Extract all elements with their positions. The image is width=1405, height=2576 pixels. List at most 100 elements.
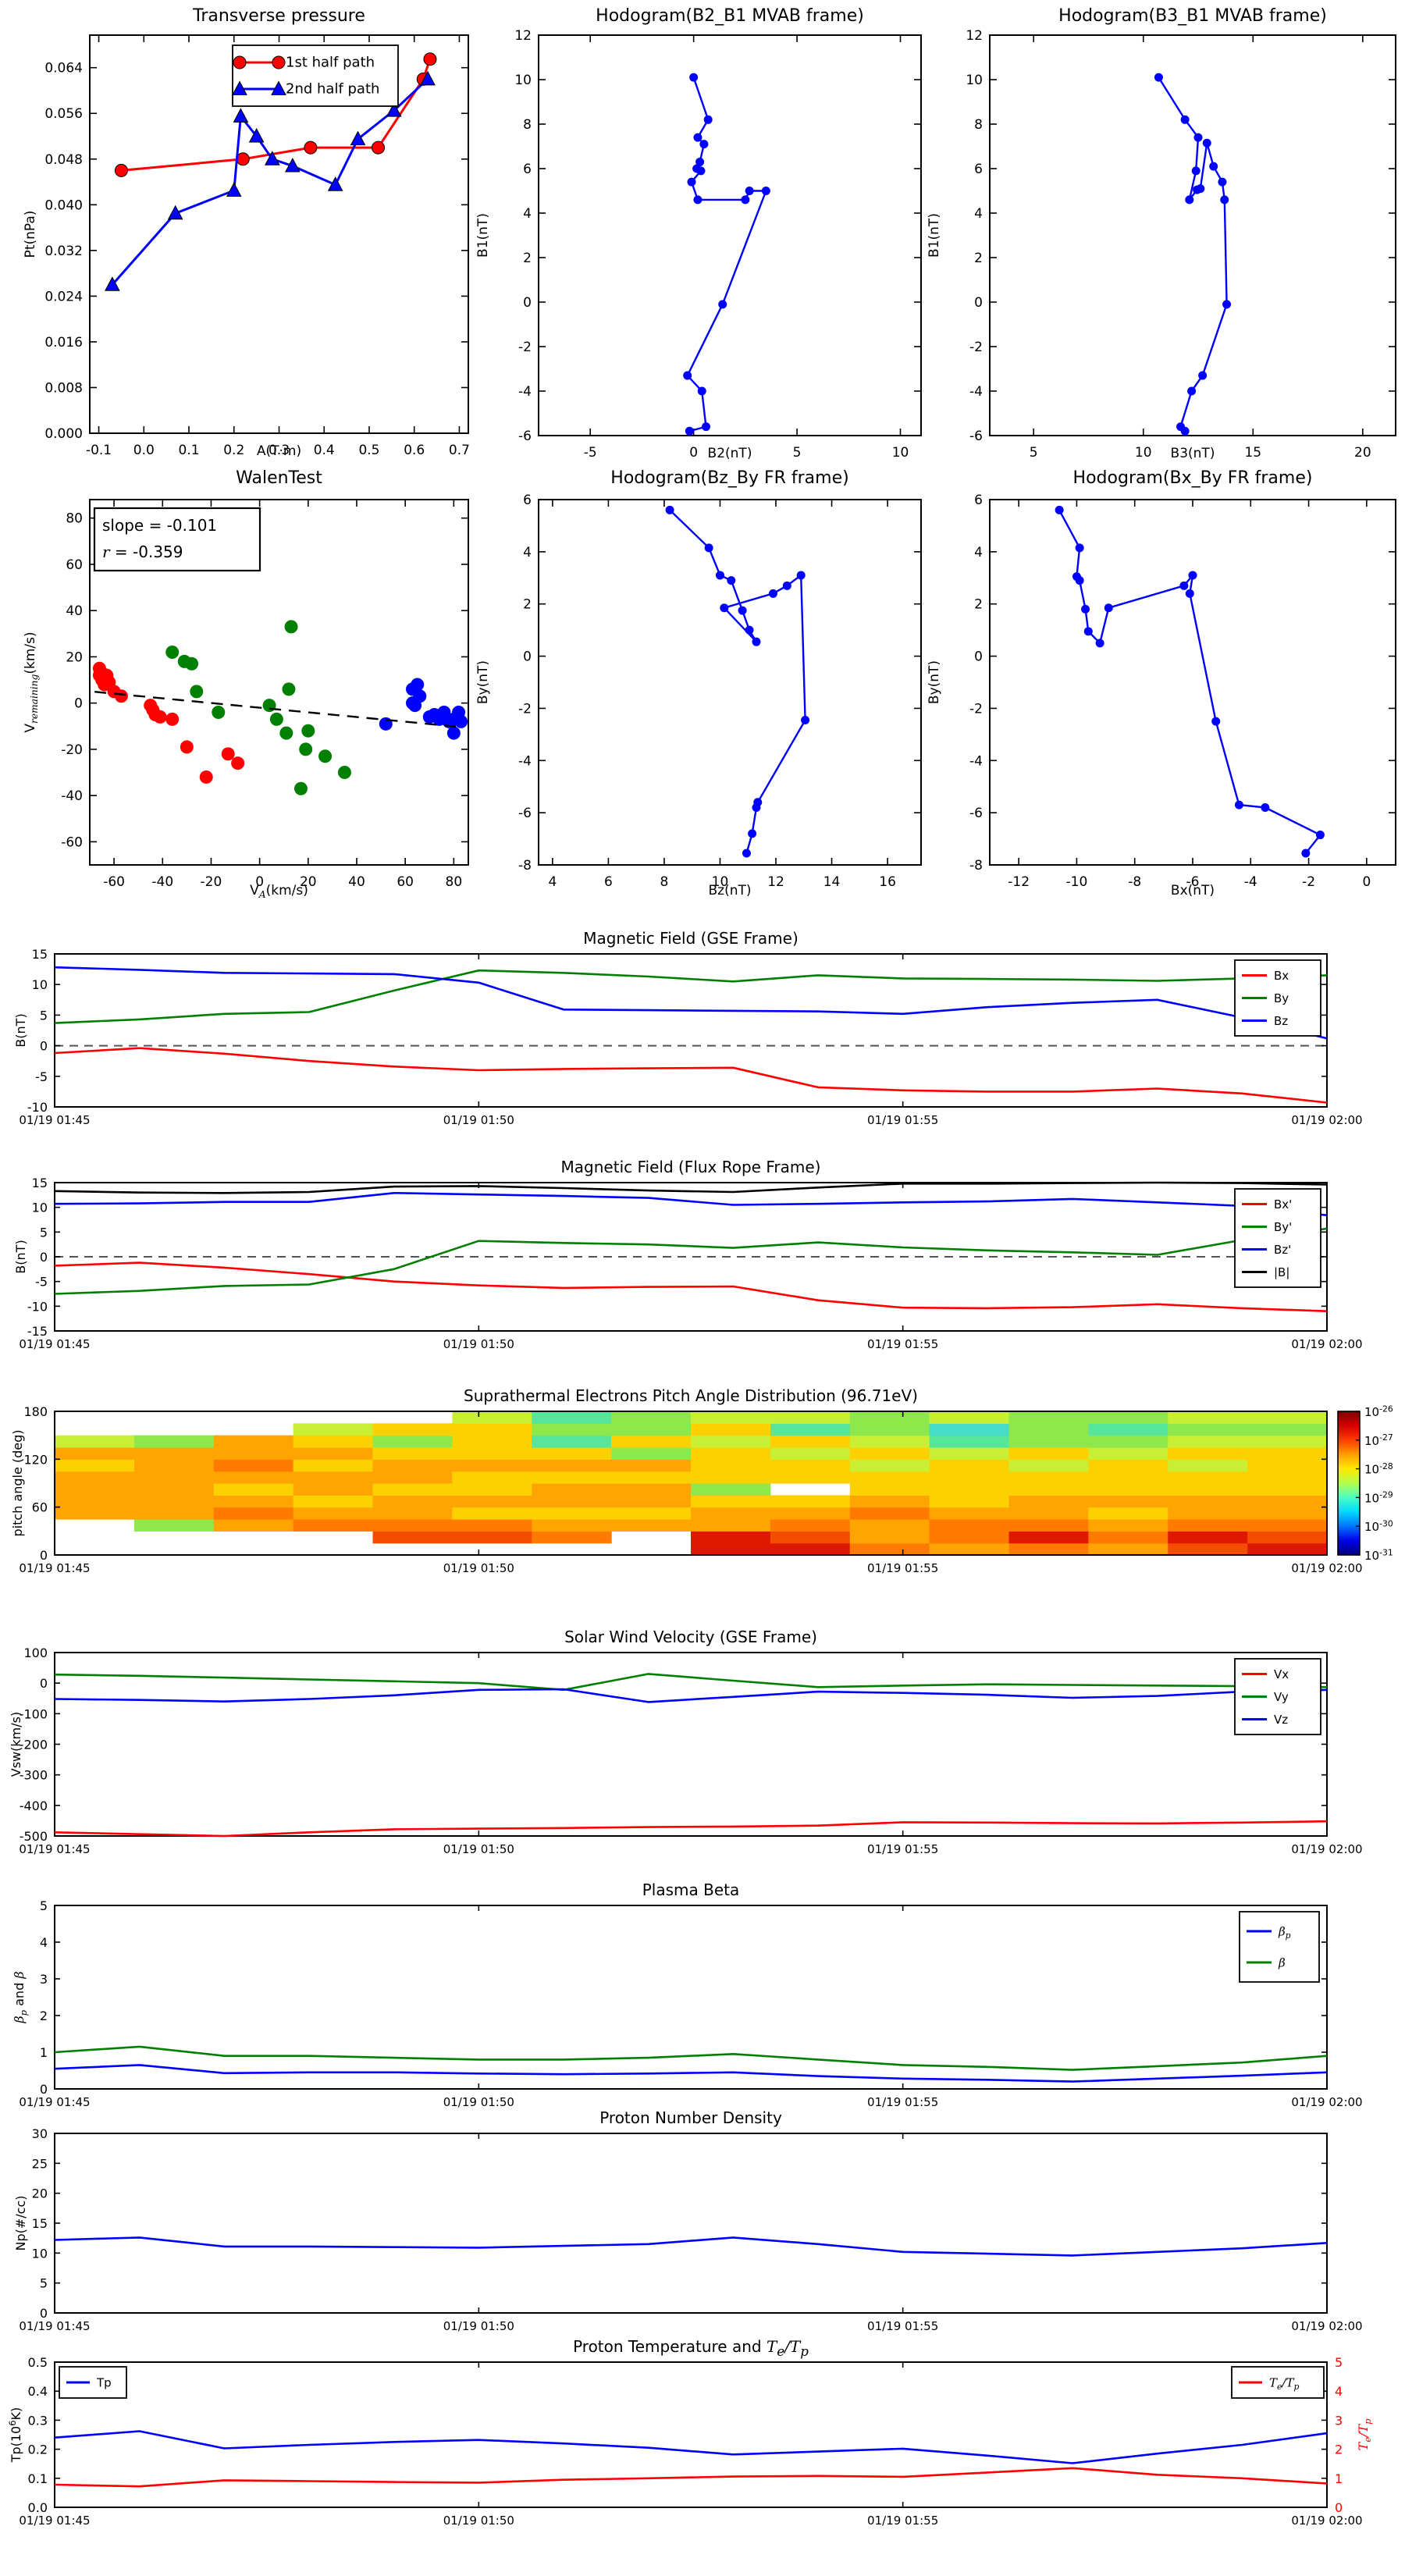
heatmap-cell bbox=[849, 1542, 930, 1556]
marker-dot bbox=[697, 386, 706, 396]
y-tick-label: 2 bbox=[523, 251, 532, 266]
scatter-point bbox=[439, 712, 454, 726]
heatmap-cell bbox=[55, 1507, 135, 1520]
marker-dot bbox=[685, 426, 694, 436]
heatmap-cell bbox=[532, 1447, 612, 1460]
right-tick-label: 2 bbox=[1335, 2443, 1343, 2457]
legend: Te/Tp bbox=[1231, 2366, 1325, 2399]
heatmap-cell bbox=[133, 1495, 215, 1508]
panel-proton-temperature: 01/19 01:45 01/19 01:50 01/19 01:55 01/19 0… bbox=[7, 2355, 1373, 2528]
y-tick-label: 4 bbox=[974, 545, 983, 560]
heatmap-cell bbox=[849, 1471, 930, 1484]
heatmap-cell bbox=[1088, 1459, 1168, 1472]
heatmap-cell bbox=[532, 1459, 612, 1472]
series-b3-b1-path bbox=[1158, 76, 1228, 432]
marker-dot bbox=[703, 115, 713, 124]
heatmap-cell bbox=[372, 1459, 453, 1472]
y-tick-label: 15 bbox=[32, 1176, 48, 1190]
heatmap-cell bbox=[1247, 1411, 1328, 1424]
x-tick-label: 01/19 01:55 bbox=[867, 2095, 938, 2109]
heatmap-cell bbox=[929, 1447, 1010, 1460]
x-tick-label: 01/19 01:55 bbox=[867, 2319, 938, 2333]
y-tick-label: -100 bbox=[20, 1706, 48, 1721]
series-group bbox=[54, 966, 1328, 1104]
y-tick-label: -2 bbox=[518, 701, 532, 717]
heatmap-cell bbox=[55, 1495, 135, 1508]
legend-label: |B| bbox=[1274, 1265, 1289, 1279]
x-tick-label: 10 bbox=[892, 445, 909, 461]
x-tick-label: 0.3 bbox=[269, 443, 290, 458]
x-tick-label: 20 bbox=[1354, 445, 1371, 461]
heatmap-cell bbox=[1247, 1519, 1328, 1532]
legend: Tp bbox=[59, 2366, 127, 2399]
y-tick-label: 60 bbox=[66, 557, 83, 573]
heatmap-cell bbox=[133, 1459, 215, 1472]
heatmap-cell bbox=[770, 1531, 851, 1544]
y-tick-label: 80 bbox=[66, 511, 83, 527]
marker-dot bbox=[1191, 166, 1200, 176]
panel-hodogram-b2-b1-mvab: -5 0 5 10 -6 -4 -2 0 2 4 6 8 10 12 B2(nT) B1(nT) bbox=[475, 28, 922, 461]
y-tick-label: 4 bbox=[40, 1935, 48, 1950]
scatter-point bbox=[293, 781, 308, 795]
heatmap-cell bbox=[611, 1507, 692, 1520]
y-axis-label: Vremaining(km/s) bbox=[23, 632, 40, 732]
heatmap-cell bbox=[1168, 1423, 1248, 1436]
y-axis-label: Vsw(km/s) bbox=[9, 1712, 23, 1777]
y-tick-label: -2 bbox=[518, 340, 532, 355]
marker-dot bbox=[1218, 177, 1227, 187]
scatter-point bbox=[299, 742, 313, 756]
y-tick-label: 25 bbox=[32, 2156, 48, 2171]
annotation-box: slope = -0.101 r = -0.359 bbox=[93, 507, 261, 572]
axes-box bbox=[54, 1652, 1328, 1837]
heatmap-cell bbox=[691, 1471, 771, 1484]
y-axis-label: B1(nT) bbox=[927, 213, 942, 258]
scatter-point bbox=[190, 685, 204, 699]
chart-title-hodogram-b3-b1: Hodogram(B3_B1 MVAB frame) bbox=[1058, 6, 1327, 26]
heatmap-cell bbox=[1008, 1531, 1089, 1544]
x-tick-label: -12 bbox=[1008, 874, 1030, 890]
marker-circle bbox=[423, 52, 437, 66]
heatmap-cell bbox=[929, 1411, 1010, 1424]
marker-dot bbox=[1188, 571, 1197, 580]
y-tick-label: 6 bbox=[523, 162, 532, 177]
axes-box bbox=[54, 1411, 1328, 1556]
heatmap-cell bbox=[691, 1459, 771, 1472]
heatmap-cell bbox=[1247, 1495, 1328, 1508]
series-group bbox=[1154, 73, 1232, 436]
y-tick-label: 0 bbox=[523, 649, 532, 665]
series-beta bbox=[54, 2045, 1328, 2071]
heatmap-cell bbox=[770, 1459, 851, 1472]
heatmap-cell bbox=[1168, 1447, 1248, 1460]
y-tick-label: 5 bbox=[40, 1008, 48, 1023]
x-tick-label: 0.7 bbox=[449, 443, 470, 458]
y-tick-label: -4 bbox=[969, 753, 983, 769]
heatmap-cell bbox=[1168, 1519, 1248, 1532]
axis-ticks: 01/19 01:45 01/19 01:50 01/19 01:55 01/19 0… bbox=[19, 1646, 1362, 1856]
heatmap-cell bbox=[1168, 1483, 1248, 1496]
y-tick-label: -8 bbox=[969, 858, 983, 873]
colorbar-tick-label: 10-29 bbox=[1364, 1490, 1393, 1506]
axes-box bbox=[89, 499, 469, 866]
series-bx- bbox=[54, 1261, 1328, 1312]
y-tick-label: -6 bbox=[518, 429, 532, 444]
x-tick-label: 0.2 bbox=[223, 443, 244, 458]
heatmap-cell bbox=[55, 1471, 135, 1484]
marker-dot bbox=[693, 195, 702, 205]
y-tick-label: -5 bbox=[35, 1275, 48, 1290]
axes-box bbox=[54, 1905, 1328, 2090]
heatmap-cell bbox=[1008, 1435, 1089, 1448]
heatmap-cell bbox=[929, 1483, 1010, 1496]
heatmap-cell bbox=[929, 1459, 1010, 1472]
heatmap-cell bbox=[1168, 1411, 1248, 1424]
y-tick-label: 20 bbox=[32, 2186, 48, 2201]
legend-label: Bx' bbox=[1274, 1197, 1292, 1212]
series-bz- bbox=[54, 1192, 1328, 1217]
y-tick-label: 4 bbox=[523, 206, 532, 222]
heatmap-cell bbox=[611, 1483, 692, 1496]
heatmap-cell bbox=[691, 1531, 771, 1544]
heatmap-cell bbox=[1168, 1435, 1248, 1448]
heatmap-cell bbox=[849, 1411, 930, 1424]
y-tick-label: 0 bbox=[74, 696, 83, 712]
series-np bbox=[54, 2236, 1328, 2257]
chart-title-walen-test: WalenTest bbox=[236, 468, 322, 488]
